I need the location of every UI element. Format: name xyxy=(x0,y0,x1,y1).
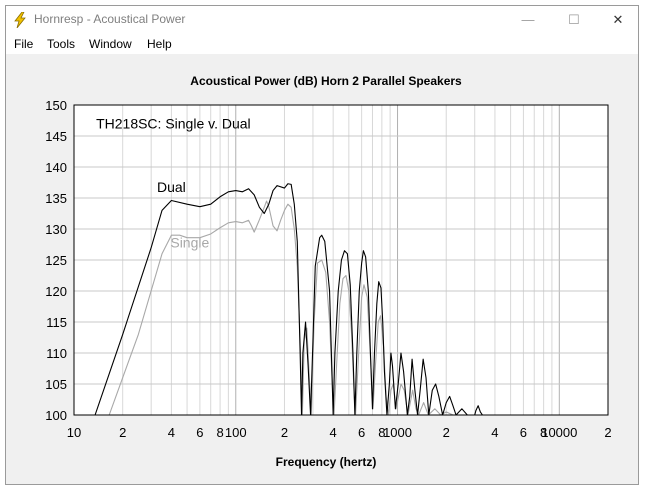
plot-area: Acoustical Power (dB) Horn 2 Parallel Sp… xyxy=(6,54,638,484)
x-tick-label: 6 xyxy=(196,425,203,440)
x-tick-label: 100 xyxy=(225,425,247,440)
plot-border xyxy=(73,104,609,416)
window-title: Hornresp - Acoustical Power xyxy=(34,12,186,26)
y-tick-label: 100 xyxy=(45,408,67,423)
x-tick-label: 8 xyxy=(216,425,223,440)
title-bar[interactable]: Hornresp - Acoustical Power — ☐ ✕ xyxy=(6,6,638,34)
x-tick-label: 6 xyxy=(520,425,527,440)
x-tick-label: 6 xyxy=(358,425,365,440)
x-tick-label: 4 xyxy=(168,425,175,440)
x-tick-label: 10000 xyxy=(541,425,577,440)
maximize-button[interactable]: ☐ xyxy=(568,12,580,27)
y-tick-label: 140 xyxy=(45,160,67,175)
acoustical-power-chart: Acoustical Power (dB) Horn 2 Parallel Sp… xyxy=(45,74,611,469)
x-axis-label: Frequency (hertz) xyxy=(276,455,377,469)
minimize-button[interactable]: — xyxy=(521,12,535,27)
chart-title: Acoustical Power (dB) Horn 2 Parallel Sp… xyxy=(190,74,462,88)
x-tick-label: 10 xyxy=(67,425,81,440)
x-tick-label: 8 xyxy=(540,425,547,440)
y-tick-label: 145 xyxy=(45,129,67,144)
series-label-single: Single xyxy=(170,235,209,251)
y-tick-label: 150 xyxy=(45,98,67,113)
lightning-bolt-icon xyxy=(14,12,26,28)
x-tick-label: 4 xyxy=(330,425,337,440)
close-button[interactable]: ✕ xyxy=(612,12,624,27)
x-tick-label: 4 xyxy=(491,425,498,440)
series-label-dual: Dual xyxy=(157,179,186,195)
x-tick-label: 2 xyxy=(281,425,288,440)
x-tick-label: 2 xyxy=(443,425,450,440)
y-tick-label: 105 xyxy=(45,377,67,392)
y-tick-label: 120 xyxy=(45,284,67,299)
chart-annotation: TH218SC: Single v. Dual xyxy=(96,116,251,132)
y-tick-label: 130 xyxy=(45,222,67,237)
menu-help[interactable]: Help xyxy=(147,37,172,51)
x-tick-label: 8 xyxy=(378,425,385,440)
series-line-dual xyxy=(94,183,483,415)
x-tick-label: 2 xyxy=(604,425,611,440)
menu-tools[interactable]: Tools xyxy=(47,37,76,51)
y-tick-label: 135 xyxy=(45,191,67,206)
y-tick-label: 125 xyxy=(45,253,67,268)
menu-file[interactable]: File xyxy=(14,37,34,51)
y-tick-label: 110 xyxy=(46,346,67,361)
app-window: Hornresp - Acoustical Power — ☐ ✕ File T… xyxy=(5,5,639,485)
x-tick-label: 2 xyxy=(119,425,126,440)
x-tick-label: 1000 xyxy=(383,425,412,440)
menu-bar: File Tools Window Help xyxy=(6,34,638,54)
menu-window[interactable]: Window xyxy=(89,37,132,51)
y-tick-label: 115 xyxy=(46,315,67,330)
